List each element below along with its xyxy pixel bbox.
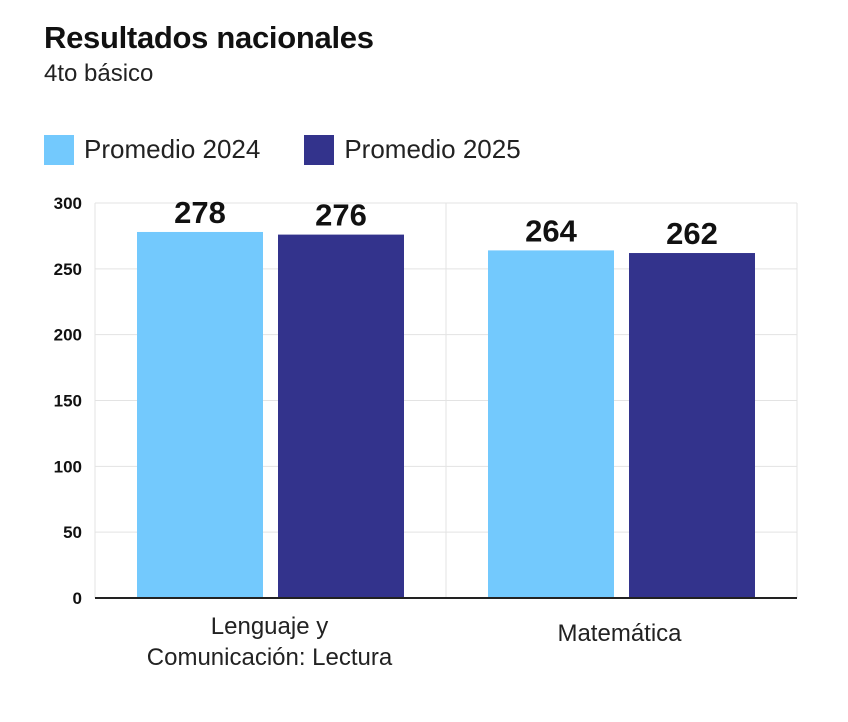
legend-swatch-2024 [44, 134, 74, 165]
bar-2025 [278, 234, 404, 598]
chart-title: Resultados nacionales [44, 20, 374, 55]
y-tick-label: 250 [54, 260, 82, 279]
x-category-label: Matemática [557, 620, 682, 647]
x-category-label: Comunicación: Lectura [147, 644, 393, 671]
data-label: 264 [525, 213, 577, 248]
y-tick-label: 100 [54, 457, 82, 476]
legend-item-2025: Promedio 2025 [304, 134, 521, 165]
data-label: 276 [315, 198, 367, 233]
y-tick-label: 300 [54, 194, 82, 213]
legend-label-2025: Promedio 2025 [344, 134, 521, 164]
bar-2024 [137, 231, 263, 598]
legend-label-2024: Promedio 2024 [84, 134, 261, 164]
data-label: 278 [174, 195, 226, 230]
x-category-label: Lenguaje y [211, 613, 328, 640]
y-tick-label: 50 [63, 523, 82, 542]
bar-2025 [629, 253, 755, 599]
y-tick-label: 200 [54, 326, 82, 345]
legend-swatch-2025 [304, 134, 335, 165]
y-tick-label: 0 [73, 589, 82, 608]
chart-subtitle: 4to básico [44, 60, 154, 87]
data-label: 262 [666, 216, 718, 251]
bar-2024 [488, 250, 614, 598]
legend: Promedio 2024 Promedio 2025 [44, 134, 565, 165]
y-tick-label: 150 [54, 392, 82, 411]
legend-item-2024: Promedio 2024 [44, 134, 260, 165]
